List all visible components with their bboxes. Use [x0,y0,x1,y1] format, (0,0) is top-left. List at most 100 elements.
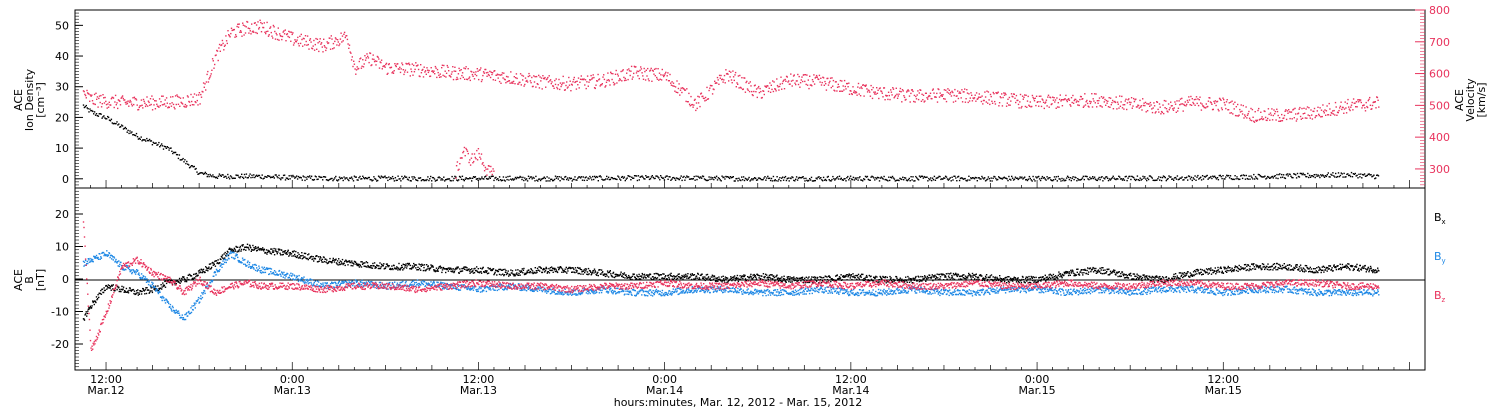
data-point [464,269,465,270]
data-point [210,268,211,269]
data-point [177,96,178,97]
data-point [190,166,191,167]
data-point [1371,108,1372,109]
data-point [86,315,87,316]
data-point [1277,178,1278,179]
data-point [602,76,603,77]
data-point [798,84,799,85]
data-point [364,262,365,263]
data-point [1203,106,1204,107]
data-point [549,272,550,273]
data-point [688,93,689,94]
data-point [323,39,324,40]
data-point [397,176,398,177]
data-point [723,176,724,177]
data-point [102,94,103,95]
data-point [166,283,167,284]
data-point [998,105,999,106]
data-point [509,176,510,177]
data-point [515,275,516,276]
data-point [530,271,531,272]
data-point [275,248,276,249]
data-point [238,251,239,252]
data-point [1069,100,1070,101]
data-point [1266,177,1267,178]
data-point [172,96,173,97]
data-point [1082,177,1083,178]
data-point [500,83,501,84]
data-point [352,265,353,266]
data-point [1190,96,1191,97]
data-point [824,81,825,82]
data-point [202,91,203,92]
data-point [784,88,785,89]
data-point [204,83,205,84]
data-point [1319,115,1320,116]
data-point [1091,178,1092,179]
data-point [253,174,254,175]
top-left-tick-label: 0 [62,173,69,186]
data-point [1130,179,1131,180]
data-point [669,74,670,75]
data-point [558,178,559,179]
data-point [1194,175,1195,176]
data-point [280,254,281,255]
data-point [1296,118,1297,119]
data-point [192,96,193,97]
data-point [411,176,412,177]
data-point [1104,101,1105,102]
data-point [650,274,651,275]
data-point [1152,177,1153,178]
data-point [1033,98,1034,99]
data-point [1059,178,1060,179]
data-point [251,175,252,176]
data-point [424,67,425,68]
data-point [794,74,795,75]
data-point [1261,118,1262,119]
data-point [950,177,951,178]
data-point [713,279,714,280]
data-point [139,294,140,295]
data-point [304,44,305,45]
data-point [1145,178,1146,179]
data-point [1261,116,1262,117]
data-point [1299,107,1300,108]
data-point [1103,97,1104,98]
data-point [259,27,260,28]
data-point [1294,117,1295,118]
data-point [111,98,112,99]
data-point [1046,105,1047,106]
data-point [1032,95,1033,96]
data-point [313,260,314,261]
data-point [1325,115,1326,116]
data-point [1086,176,1087,177]
data-point [581,269,582,270]
data-point [210,263,211,264]
data-point [234,29,235,30]
data-point [843,180,844,181]
data-point [182,158,183,159]
data-point [306,41,307,42]
data-point [86,311,87,312]
data-point [737,84,738,85]
data-point [1346,112,1347,113]
data-point [489,176,490,177]
data-point [1221,107,1222,108]
data-point [181,281,182,282]
data-point [767,176,768,177]
data-point [277,39,278,40]
data-point [1330,115,1331,116]
data-point [523,268,524,269]
data-point [96,113,97,114]
data-point [641,72,642,73]
data-point [1313,176,1314,177]
data-point [1278,115,1279,116]
data-point [512,270,513,271]
data-point [708,180,709,181]
data-point [681,88,682,89]
data-point [1269,120,1270,121]
data-point [749,91,750,92]
data-point [223,49,224,50]
data-point [499,81,500,82]
